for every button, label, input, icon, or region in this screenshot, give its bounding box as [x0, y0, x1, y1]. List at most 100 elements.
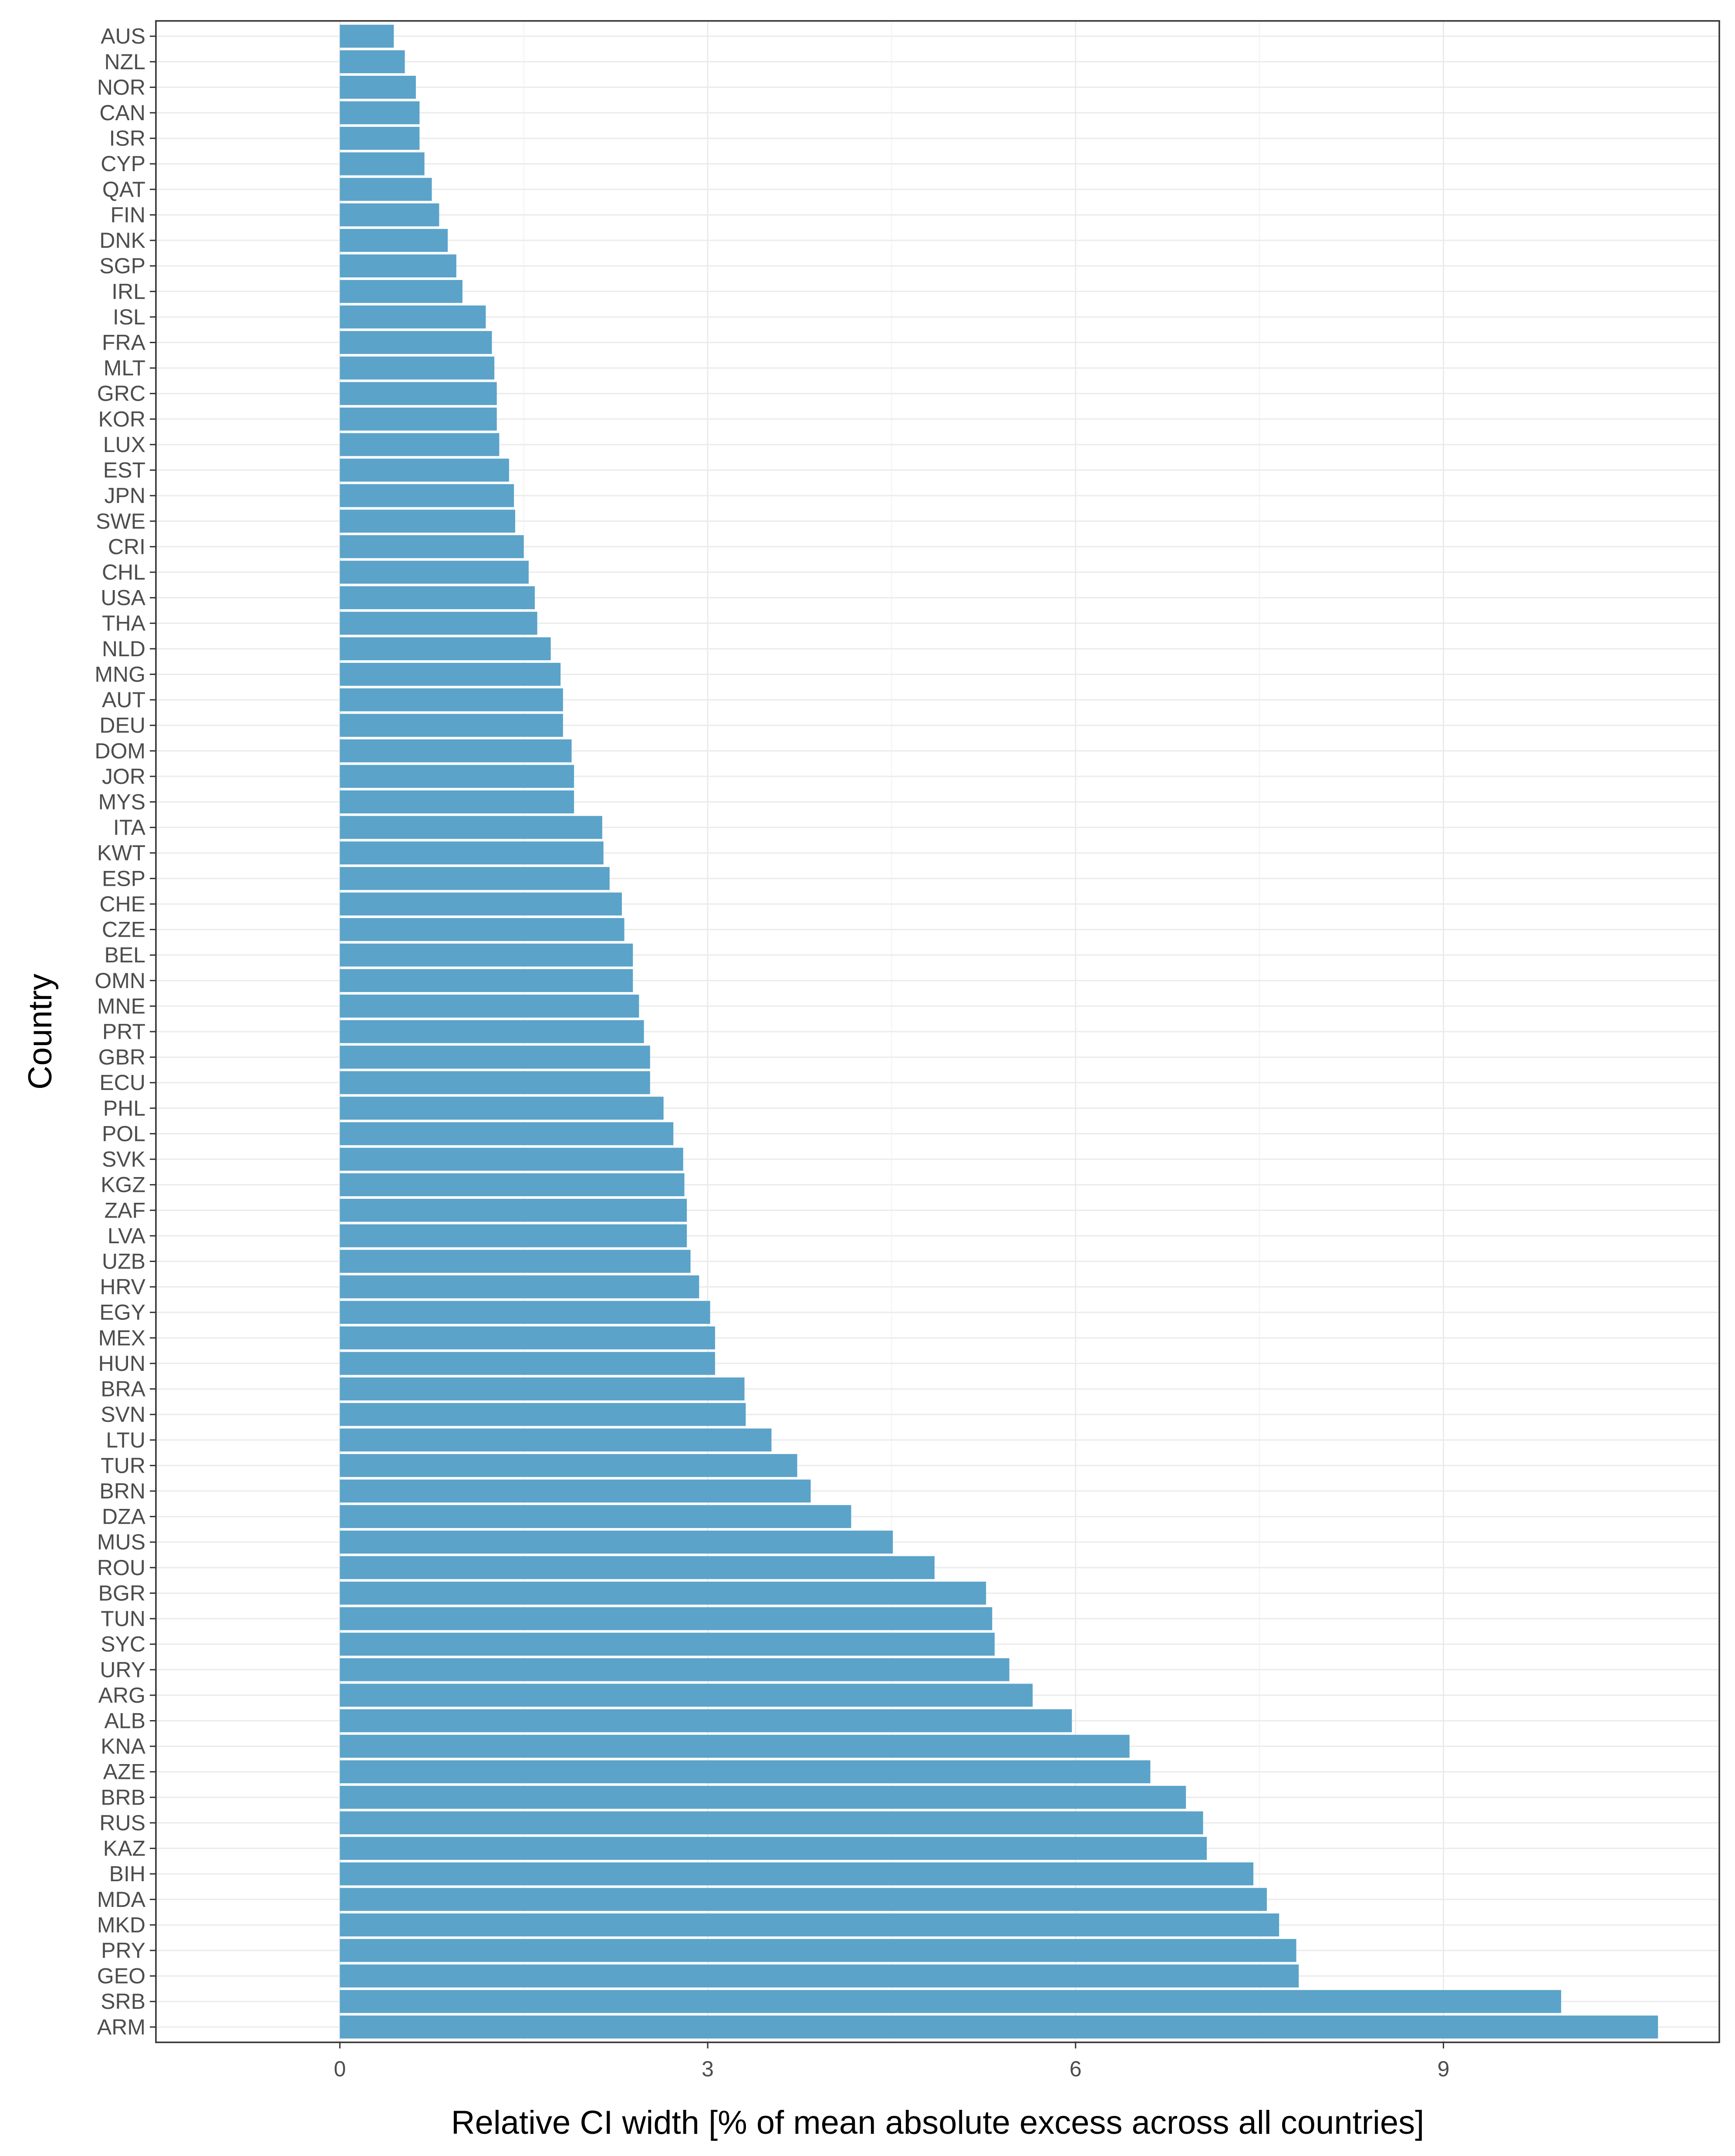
y-tick-label: MDA: [97, 1887, 146, 1912]
x-tick-label: 3: [702, 2057, 714, 2081]
bars-layer: [340, 24, 1658, 2039]
x-axis-title: Relative CI width [% of mean absolute ex…: [451, 2104, 1424, 2141]
y-tick-label: USA: [101, 586, 145, 610]
bar-ury: [340, 1658, 1009, 1681]
bar-jor: [340, 765, 574, 788]
bar-dnk: [340, 229, 448, 252]
y-tick-label: SGP: [99, 254, 145, 278]
y-tick-label: LUX: [103, 432, 145, 457]
bar-srb: [340, 1990, 1561, 2013]
bar-mex: [340, 1326, 715, 1350]
bar-mys: [340, 790, 574, 813]
bar-aze: [340, 1760, 1151, 1784]
bar-fin: [340, 203, 439, 226]
bar-deu: [340, 714, 563, 737]
y-tick-label: DNK: [99, 228, 145, 253]
bar-bra: [340, 1377, 745, 1400]
bar-rou: [340, 1556, 935, 1579]
bar-omn: [340, 969, 633, 992]
bar-svn: [340, 1403, 746, 1426]
bar-ltu: [340, 1428, 772, 1452]
bar-mda: [340, 1888, 1267, 1911]
y-tick-label: ESP: [102, 866, 145, 891]
bar-ita: [340, 816, 602, 839]
bar-prt: [340, 1020, 644, 1043]
bar-nor: [340, 76, 416, 99]
y-tick-label: SVN: [101, 1402, 145, 1427]
bar-bel: [340, 943, 633, 967]
bar-grc: [340, 382, 497, 405]
bar-ecu: [340, 1071, 650, 1094]
y-tick-label: BRN: [99, 1479, 145, 1503]
bar-phl: [340, 1097, 664, 1120]
y-tick-label: KWT: [97, 841, 145, 865]
bar-kaz: [340, 1837, 1207, 1860]
bar-hrv: [340, 1275, 699, 1299]
y-tick-label: KOR: [98, 407, 145, 431]
bar-che: [340, 892, 622, 916]
y-tick-label: ALB: [104, 1709, 145, 1733]
y-tick-label: KNA: [101, 1734, 145, 1758]
y-tick-label: CHL: [102, 560, 145, 584]
bar-esp: [340, 867, 610, 890]
bar-svk: [340, 1147, 683, 1171]
y-tick-label: SVK: [102, 1147, 145, 1171]
y-tick-label: SYC: [101, 1632, 145, 1657]
bar-rus: [340, 1811, 1203, 1835]
bar-cze: [340, 918, 624, 941]
y-tick-label: LVA: [108, 1224, 146, 1248]
y-tick-label: PRY: [101, 1938, 145, 1963]
y-axis-title: Country: [22, 974, 59, 1090]
y-tick-label: TUR: [101, 1453, 145, 1478]
bar-aut: [340, 688, 563, 712]
bar-alb: [340, 1709, 1072, 1732]
bar-mlt: [340, 356, 495, 380]
bar-lux: [340, 433, 500, 456]
y-tick-label: AUT: [102, 688, 145, 712]
y-tick-label: BRA: [101, 1377, 145, 1401]
bar-arm: [340, 2015, 1658, 2039]
y-tick-label: CAN: [99, 101, 145, 125]
y-tick-label: ECU: [99, 1070, 145, 1095]
y-tick-label: GBR: [98, 1045, 145, 1070]
bar-mkd: [340, 1913, 1279, 1937]
y-tick-label: BGR: [98, 1581, 145, 1605]
y-tick-label: KGZ: [101, 1173, 145, 1197]
y-tick-label: NOR: [97, 75, 145, 99]
y-tick-label: KAZ: [103, 1836, 145, 1861]
bar-brb: [340, 1785, 1186, 1809]
bar-sgp: [340, 254, 456, 278]
y-tick-label: THA: [102, 611, 146, 635]
y-tick-label: NLD: [102, 637, 145, 661]
y-tick-label: SWE: [96, 509, 145, 533]
y-tick-label: JPN: [105, 483, 145, 508]
bar-hun: [340, 1352, 715, 1375]
bar-geo: [340, 1964, 1299, 1987]
y-tick-label: CRI: [108, 534, 145, 559]
y-tick-label: BEL: [104, 943, 145, 967]
x-axis: 0 3 6 9: [334, 2042, 1449, 2081]
y-tick-label: JOR: [102, 764, 145, 789]
bar-chl: [340, 560, 529, 584]
bar-fra: [340, 331, 492, 354]
bar-egy: [340, 1301, 710, 1324]
y-tick-label: ARG: [98, 1683, 145, 1707]
y-tick-label: MNG: [95, 662, 145, 686]
y-tick-label: PRT: [102, 1019, 145, 1044]
y-tick-label: BRB: [101, 1785, 145, 1809]
bar-lva: [340, 1224, 687, 1248]
bar-syc: [340, 1633, 995, 1656]
bar-uzb: [340, 1250, 691, 1273]
y-tick-label: ARM: [97, 2015, 145, 2039]
bar-mus: [340, 1530, 893, 1554]
x-tick-label: 6: [1070, 2057, 1082, 2081]
y-tick-label: NZL: [105, 50, 145, 74]
bar-irl: [340, 280, 462, 303]
y-tick-label: RUS: [99, 1811, 145, 1835]
bar-isr: [340, 127, 420, 150]
bar-kna: [340, 1734, 1130, 1758]
y-tick-label: CYP: [101, 152, 145, 176]
y-tick-label: DEU: [99, 713, 145, 738]
bar-aus: [340, 24, 394, 48]
